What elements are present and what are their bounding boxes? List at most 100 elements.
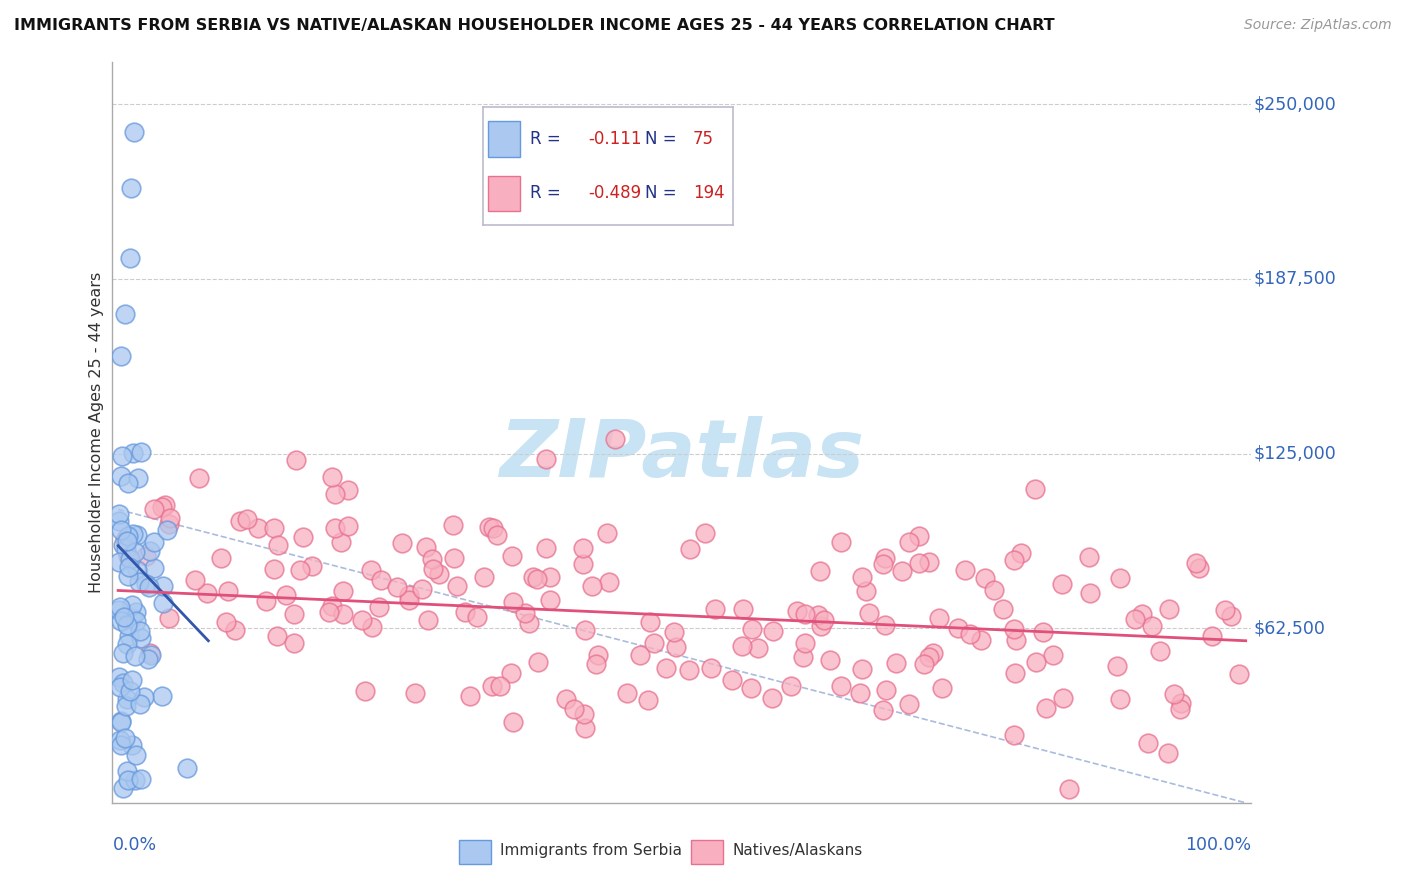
Point [453,605,475,619]
Point [813,613,835,627]
Point [274,588,297,602]
Point [740,681,762,695]
Point [1010,546,1032,560]
Point [898,535,921,549]
Point [422,562,444,576]
Point [731,602,754,616]
Point [1057,781,1080,796]
Point [946,622,969,636]
Point [586,648,609,662]
Point [136,652,159,666]
Point [1229,666,1251,681]
Point [139,646,162,660]
Point [150,690,173,704]
Point [117,772,139,787]
Point [792,649,814,664]
Point [820,652,842,666]
Point [907,529,929,543]
Point [1080,586,1102,600]
Point [808,564,831,578]
Point [117,529,139,543]
Point [1002,553,1025,567]
Point [266,629,288,643]
Point [217,583,239,598]
Point [747,640,769,655]
Point [731,640,754,654]
Point [679,542,702,557]
Point [441,517,464,532]
Point [117,549,139,564]
Point [188,471,211,485]
Text: Source: ZipAtlas.com: Source: ZipAtlas.com [1244,18,1392,32]
Point [700,661,723,675]
Point [121,527,143,541]
Point [337,518,360,533]
Point [983,582,1005,597]
Point [1123,612,1146,626]
Point [156,523,179,537]
Point [360,619,382,633]
Point [263,521,285,535]
Point [522,570,544,584]
Point [1025,655,1047,669]
Point [283,636,305,650]
Point [875,618,897,632]
Point [603,432,626,446]
Point [114,533,136,547]
Point [478,520,501,534]
Point [640,615,662,629]
Point [353,684,375,698]
Point [118,629,141,643]
Point [779,679,801,693]
Point [159,510,181,524]
Text: 100.0%: 100.0% [1185,836,1251,855]
Point [108,514,131,528]
Point [117,569,139,583]
Point [1170,697,1192,711]
Point [142,535,165,549]
Point [323,521,346,535]
Point [858,606,880,620]
Point [572,707,595,722]
Point [891,564,914,578]
Point [229,514,252,528]
Text: 0.0%: 0.0% [112,836,156,855]
Point [501,666,523,681]
Point [458,689,481,703]
Point [135,577,157,591]
Point [429,566,451,581]
Point [129,772,152,786]
Point [1149,644,1171,658]
Point [150,500,173,515]
Point [283,607,305,621]
Point [110,523,132,537]
Point [323,487,346,501]
Point [321,599,343,613]
Point [1005,633,1028,648]
Point [352,613,374,627]
Point [370,573,392,587]
Point [970,632,993,647]
Point [108,556,131,570]
Point [267,538,290,552]
Point [855,584,877,599]
Point [360,563,382,577]
Point [127,471,149,485]
Point [1024,482,1046,496]
Point [115,764,138,779]
Point [139,544,162,558]
Point [321,470,343,484]
Point [678,663,700,677]
Point [786,604,808,618]
Text: $250,000: $250,000 [1254,95,1336,113]
Point [285,453,308,467]
Y-axis label: Householder Income Ages 25 - 44 years: Householder Income Ages 25 - 44 years [89,272,104,593]
Point [108,732,131,747]
Point [115,534,138,549]
Point [959,626,981,640]
Point [851,661,873,675]
Point [318,605,340,619]
Point [595,526,617,541]
Point [928,611,950,625]
Point [1213,603,1236,617]
